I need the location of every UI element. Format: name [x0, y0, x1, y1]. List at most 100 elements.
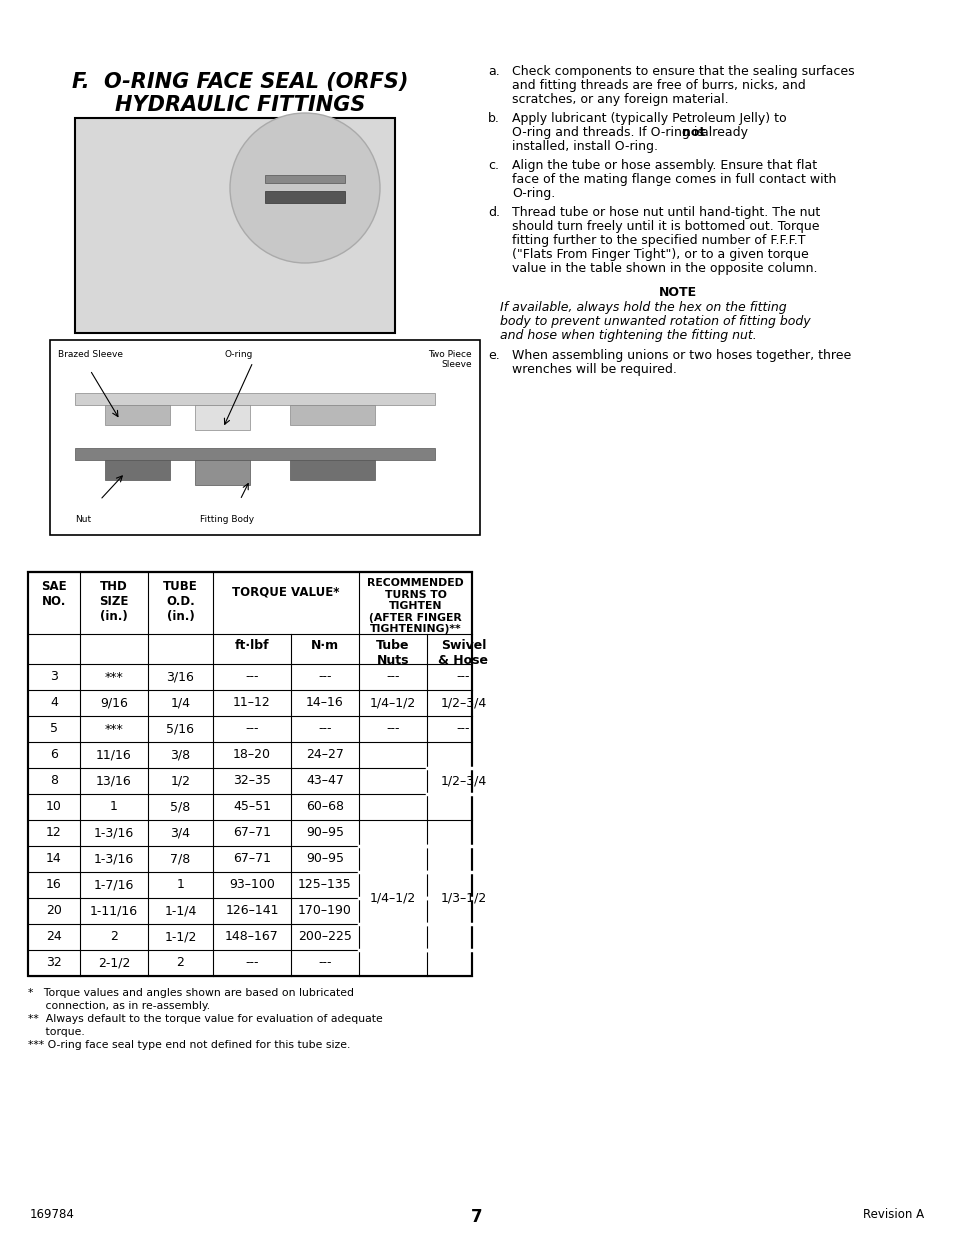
Text: N·m: N·m: [311, 638, 338, 652]
Text: 5/16: 5/16: [167, 722, 194, 736]
Text: Nut: Nut: [75, 515, 91, 524]
Text: already: already: [697, 126, 747, 140]
Text: b.: b.: [488, 112, 499, 125]
Text: 14: 14: [46, 852, 62, 866]
Text: ("Flats From Finger Tight"), or to a given torque: ("Flats From Finger Tight"), or to a giv…: [512, 248, 808, 261]
Text: ft·lbf: ft·lbf: [234, 638, 269, 652]
Text: O-ring: O-ring: [225, 350, 253, 359]
Text: HYDRAULIC FITTINGS: HYDRAULIC FITTINGS: [114, 95, 365, 115]
Text: ---: ---: [245, 722, 258, 736]
Text: 170–190: 170–190: [297, 904, 352, 918]
Text: c.: c.: [488, 159, 498, 172]
Text: 2-1/2: 2-1/2: [98, 956, 130, 969]
Bar: [105, 383, 225, 443]
Text: ***: ***: [105, 722, 123, 736]
Text: face of the mating flange comes in full contact with: face of the mating flange comes in full …: [512, 173, 836, 186]
Bar: [265, 191, 345, 203]
Bar: [265, 175, 345, 183]
Text: Check components to ensure that the sealing surfaces: Check components to ensure that the seal…: [512, 65, 854, 78]
Text: TUBE
O.D.
(in.): TUBE O.D. (in.): [163, 580, 197, 622]
Text: TORQUE VALUE*: TORQUE VALUE*: [232, 585, 339, 599]
Bar: [28, 572, 472, 976]
Text: THD
SIZE
(in.): THD SIZE (in.): [99, 580, 129, 622]
Text: 169784: 169784: [30, 1208, 74, 1221]
Bar: [50, 340, 479, 535]
Text: 1/4: 1/4: [171, 697, 191, 709]
Text: 148–167: 148–167: [225, 930, 278, 944]
Text: O-ring.: O-ring.: [512, 186, 555, 200]
Text: 67–71: 67–71: [233, 852, 271, 866]
Text: Two Piece: Two Piece: [428, 350, 472, 359]
Text: 90–95: 90–95: [306, 852, 344, 866]
Text: 11/16: 11/16: [96, 748, 132, 762]
Text: 1/3–1/2: 1/3–1/2: [440, 892, 486, 904]
Text: 5: 5: [50, 722, 58, 736]
Bar: [75, 448, 435, 459]
Bar: [290, 405, 375, 425]
Text: ---: ---: [318, 671, 332, 683]
Text: Align the tube or hose assembly. Ensure that flat: Align the tube or hose assembly. Ensure …: [512, 159, 817, 172]
Text: e.: e.: [488, 350, 499, 362]
Text: 11–12: 11–12: [233, 697, 271, 709]
Text: 1-1/2: 1-1/2: [164, 930, 196, 944]
Text: and fitting threads are free of burrs, nicks, and: and fitting threads are free of burrs, n…: [512, 79, 805, 91]
Text: *** O-ring face seal type end not defined for this tube size.: *** O-ring face seal type end not define…: [28, 1040, 350, 1050]
Text: ---: ---: [245, 671, 258, 683]
Text: Revision A: Revision A: [862, 1208, 923, 1221]
Text: 3/4: 3/4: [171, 826, 191, 840]
Text: 18–20: 18–20: [233, 748, 271, 762]
Text: Brazed Sleeve: Brazed Sleeve: [58, 350, 123, 359]
Text: 13/16: 13/16: [96, 774, 132, 788]
Bar: [205, 403, 254, 453]
Bar: [194, 459, 250, 485]
Text: ***: ***: [105, 671, 123, 683]
Text: 90–95: 90–95: [306, 826, 344, 840]
Text: *   Torque values and angles shown are based on lubricated: * Torque values and angles shown are bas…: [28, 988, 354, 998]
Text: d.: d.: [488, 206, 499, 219]
Text: Sleeve: Sleeve: [441, 359, 472, 369]
Text: 32–35: 32–35: [233, 774, 271, 788]
Text: connection, as in re-assembly.: connection, as in re-assembly.: [28, 1002, 210, 1011]
Bar: [145, 383, 185, 463]
Text: 6: 6: [50, 748, 58, 762]
Text: body to prevent unwanted rotation of fitting body: body to prevent unwanted rotation of fit…: [499, 315, 810, 329]
Text: 1-3/16: 1-3/16: [93, 852, 134, 866]
Text: 1/2: 1/2: [171, 774, 191, 788]
Text: O-ring and threads. If O-ring is: O-ring and threads. If O-ring is: [512, 126, 707, 140]
Text: 5/8: 5/8: [171, 800, 191, 814]
Text: 12: 12: [46, 826, 62, 840]
Text: Thread tube or hose nut until hand-tight. The nut: Thread tube or hose nut until hand-tight…: [512, 206, 820, 219]
Text: SAE
NO.: SAE NO.: [41, 580, 67, 608]
Text: **  Always default to the torque value for evaluation of adequate: ** Always default to the torque value fo…: [28, 1014, 382, 1024]
Text: 1/2–3/4: 1/2–3/4: [440, 774, 486, 788]
Text: fitting further to the specified number of F.F.F.T: fitting further to the specified number …: [512, 233, 804, 247]
Text: installed, install O-ring.: installed, install O-ring.: [512, 140, 658, 153]
Text: 45–51: 45–51: [233, 800, 271, 814]
Text: 2: 2: [176, 956, 184, 969]
Text: 1/4–1/2: 1/4–1/2: [370, 892, 416, 904]
Text: 20: 20: [46, 904, 62, 918]
Text: Fitting Body: Fitting Body: [200, 515, 253, 524]
Text: 14–16: 14–16: [306, 697, 343, 709]
Text: ---: ---: [386, 722, 399, 736]
Text: 1-11/16: 1-11/16: [90, 904, 138, 918]
Text: 10: 10: [46, 800, 62, 814]
Text: 7: 7: [471, 1208, 482, 1226]
Text: 2: 2: [110, 930, 118, 944]
Text: 1-1/4: 1-1/4: [164, 904, 196, 918]
Bar: [105, 459, 170, 480]
Text: 1: 1: [176, 878, 184, 892]
Text: and hose when tightening the fitting nut.: and hose when tightening the fitting nut…: [499, 329, 756, 342]
Text: 1-7/16: 1-7/16: [93, 878, 134, 892]
Text: value in the table shown in the opposite column.: value in the table shown in the opposite…: [512, 262, 817, 275]
Text: not: not: [681, 126, 704, 140]
Bar: [75, 119, 395, 333]
Text: Apply lubricant (typically Petroleum Jelly) to: Apply lubricant (typically Petroleum Jel…: [512, 112, 786, 125]
Text: 126–141: 126–141: [225, 904, 278, 918]
Bar: [75, 393, 435, 405]
Text: 32: 32: [46, 956, 62, 969]
Text: Swivel
& Hose: Swivel & Hose: [438, 638, 488, 667]
Text: 9/16: 9/16: [100, 697, 128, 709]
Text: NOTE: NOTE: [659, 287, 697, 299]
Text: 3/8: 3/8: [171, 748, 191, 762]
